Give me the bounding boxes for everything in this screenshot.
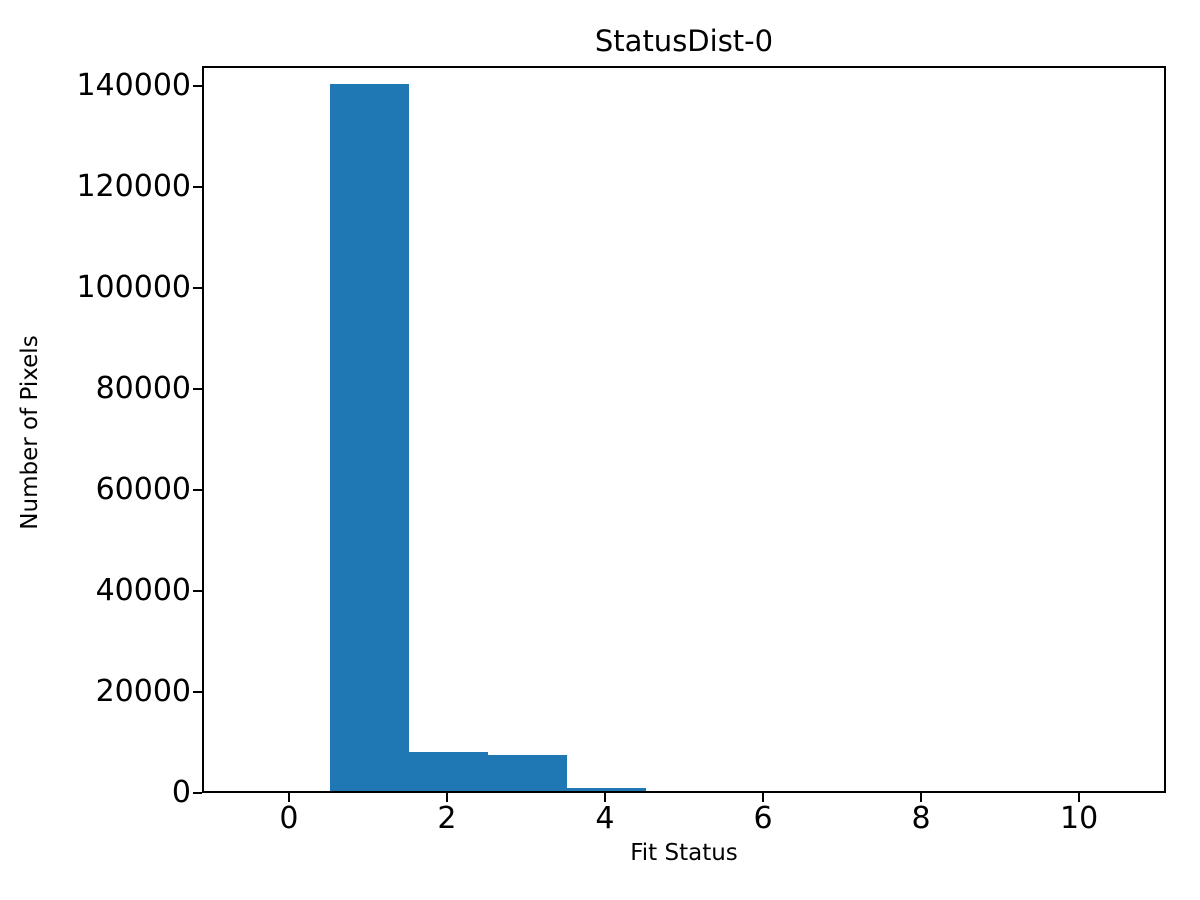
x-tick-label: 2 xyxy=(437,801,457,836)
histogram-bars xyxy=(204,68,1164,791)
y-tick-label: 80000 xyxy=(95,371,191,407)
x-tick-label: 8 xyxy=(911,801,931,836)
y-tick-label: 100000 xyxy=(76,270,191,306)
x-tick-label: 0 xyxy=(279,801,299,836)
x-axis-label: Fit Status xyxy=(630,840,738,866)
x-tick-mark xyxy=(1078,793,1081,802)
y-tick-label: 140000 xyxy=(76,68,191,104)
y-axis-label: Number of Pixels xyxy=(17,335,43,530)
y-tick-mark xyxy=(193,186,202,189)
chart-title: StatusDist-0 xyxy=(594,24,774,58)
y-tick-label: 120000 xyxy=(76,169,191,205)
x-tick-label: 10 xyxy=(1059,801,1099,836)
x-tick-label: 6 xyxy=(753,801,773,836)
y-tick-mark xyxy=(193,792,202,794)
y-tick-mark xyxy=(193,590,202,593)
x-tick-mark xyxy=(603,793,606,802)
y-tick-mark xyxy=(193,691,202,694)
x-tick-mark xyxy=(287,793,290,802)
histogram-bar xyxy=(330,84,410,791)
x-tick-label: 4 xyxy=(595,801,615,836)
y-tick-mark xyxy=(193,489,202,492)
y-tick-label: 0 xyxy=(171,775,191,810)
y-tick-label: 60000 xyxy=(95,472,191,508)
histogram-bar xyxy=(567,787,647,791)
histogram-bar xyxy=(488,755,568,791)
y-tick-label: 20000 xyxy=(95,674,191,710)
y-tick-label: 40000 xyxy=(95,573,191,609)
y-tick-mark xyxy=(193,388,202,391)
plot-area xyxy=(202,66,1166,793)
x-tick-mark xyxy=(920,793,923,802)
y-tick-mark xyxy=(193,287,202,290)
x-tick-mark xyxy=(445,793,448,802)
y-tick-mark xyxy=(193,85,202,88)
histogram-bar xyxy=(409,752,489,791)
x-tick-mark xyxy=(762,793,765,802)
